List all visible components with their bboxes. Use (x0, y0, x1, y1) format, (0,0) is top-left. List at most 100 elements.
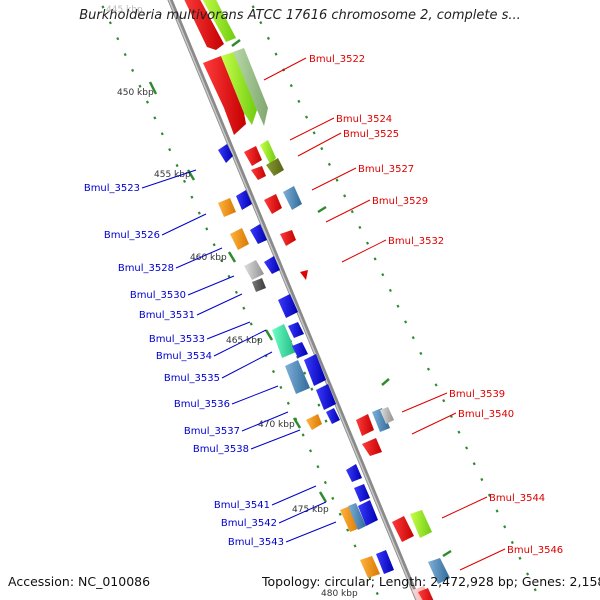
gene-arrow (236, 190, 252, 210)
gene-arrow (264, 194, 282, 214)
gene-arrow (250, 224, 267, 244)
forward-gene-label[interactable]: Bmul_3525 (343, 129, 399, 140)
gene-arrow (410, 510, 432, 538)
leader-line (213, 329, 267, 357)
leader-line (341, 239, 387, 263)
gene-arrow (252, 278, 266, 292)
gene-arrow (392, 516, 414, 542)
gene-arrow (184, 0, 224, 50)
forward-gene-label[interactable]: Bmul_3532 (388, 236, 444, 247)
gene-arrow (380, 407, 394, 424)
gene-arrow (300, 270, 308, 280)
reverse-gene-label[interactable]: Bmul_3538 (193, 444, 249, 455)
gene-arrow (278, 294, 298, 318)
leader-line (241, 411, 289, 432)
kbp-tick-label: 450 kbp (117, 88, 154, 98)
leader-line (206, 321, 251, 340)
kbp-tick-label: 460 kbp (190, 253, 227, 263)
reverse-gene-label[interactable]: Bmul_3533 (149, 334, 205, 345)
leader-line (231, 385, 279, 405)
forward-gene-label[interactable]: Bmul_3544 (489, 493, 545, 504)
leader-line (297, 132, 342, 157)
reverse-gene-label[interactable]: Bmul_3526 (104, 230, 160, 241)
leader-line (311, 167, 357, 191)
kbp-tick-label: 445 kbp (106, 5, 143, 15)
gene-labels: Bmul_3522 Bmul_3524 Bmul_3525 Bmul_3527 Bmul… (84, 54, 563, 556)
leader-lines (141, 57, 506, 571)
gene-arrow (233, 48, 268, 126)
reverse-gene-label[interactable]: Bmul_3543 (228, 537, 284, 548)
reverse-gene-label[interactable]: Bmul_3523 (84, 183, 140, 194)
leader-line (285, 521, 337, 543)
gene-arrow (346, 464, 362, 482)
gene-arrow (316, 384, 336, 410)
reverse-gene-label[interactable]: Bmul_3542 (221, 518, 277, 529)
reverse-gene-label[interactable]: Bmul_3528 (118, 263, 174, 274)
forward-gene-label[interactable]: Bmul_3539 (449, 389, 505, 400)
gene-arrow (326, 408, 340, 424)
gene-arrow (285, 360, 310, 394)
reverse-gene-label[interactable]: Bmul_3531 (139, 310, 195, 321)
leader-line (271, 485, 317, 506)
gene-arrow (376, 550, 394, 574)
kbp-tick-label: 475 kbp (292, 505, 329, 515)
kbp-tick-label: 455 kbp (154, 170, 191, 180)
reverse-gene-label[interactable]: Bmul_3535 (164, 373, 220, 384)
gene-arrow (221, 52, 257, 125)
leader-line (411, 412, 457, 435)
gene-arrow (244, 146, 262, 166)
gene-arrow (340, 506, 360, 532)
gene-arrow (292, 342, 308, 358)
leader-line (278, 501, 327, 524)
gene-arrow (283, 186, 302, 210)
forward-gene-label[interactable]: Bmul_3546 (507, 545, 563, 556)
leader-line (325, 199, 371, 223)
gene-arrow (203, 56, 246, 135)
gene-arrow (218, 144, 233, 163)
gene-arrow (288, 322, 304, 338)
gene-arrow (244, 260, 264, 280)
map-title: Burkholderia multivorans ATCC 17616 chro… (79, 8, 521, 23)
leader-line (401, 392, 448, 413)
leader-line (187, 275, 235, 296)
reverse-gene-label[interactable]: Bmul_3530 (130, 290, 186, 301)
gene-arrow (428, 558, 450, 584)
forward-gene-label[interactable]: Bmul_3540 (458, 409, 514, 420)
forward-gene-label[interactable]: Bmul_3522 (309, 54, 365, 65)
reverse-gene-label[interactable]: Bmul_3534 (156, 351, 212, 362)
gene-arrow (202, 0, 236, 42)
gene-arrow (358, 500, 378, 526)
gene-arrow (280, 230, 296, 246)
forward-gene-label[interactable]: Bmul_3524 (336, 114, 392, 125)
leader-line (459, 548, 506, 571)
gene-arrow (251, 166, 266, 180)
forward-gene-label[interactable]: Bmul_3529 (372, 196, 428, 207)
gene-arrow (266, 158, 284, 176)
gene-arrow (306, 414, 322, 430)
gene-arrow (264, 256, 280, 274)
kbp-tick-marks (148, 39, 452, 558)
reverse-gene-label[interactable]: Bmul_3541 (214, 500, 270, 511)
leader-line (196, 293, 243, 316)
topology-summary: Topology: circular; Length: 2,472,928 bp… (262, 574, 600, 589)
gene-features (184, 0, 450, 600)
leader-line (263, 57, 307, 81)
accession-text: Accession: NC_010086 (8, 574, 151, 589)
gene-arrow (260, 140, 276, 164)
gene-arrow (304, 354, 326, 386)
reverse-gene-label[interactable]: Bmul_3537 (184, 426, 240, 437)
backbone (167, 0, 421, 600)
leader-line (250, 429, 301, 450)
kbp-tick-label: 470 kbp (258, 420, 295, 430)
gene-arrow (360, 556, 380, 578)
forward-gene-label[interactable]: Bmul_3527 (358, 164, 414, 175)
leader-line (175, 247, 223, 269)
gene-arrow (362, 438, 382, 456)
gene-arrow (356, 414, 374, 436)
reverse-gene-label[interactable]: Bmul_3536 (174, 399, 230, 410)
gene-arrow (218, 198, 236, 217)
leader-line (141, 169, 197, 189)
kbp-tick-label: 480 kbp (321, 589, 358, 599)
leader-line (161, 213, 207, 236)
